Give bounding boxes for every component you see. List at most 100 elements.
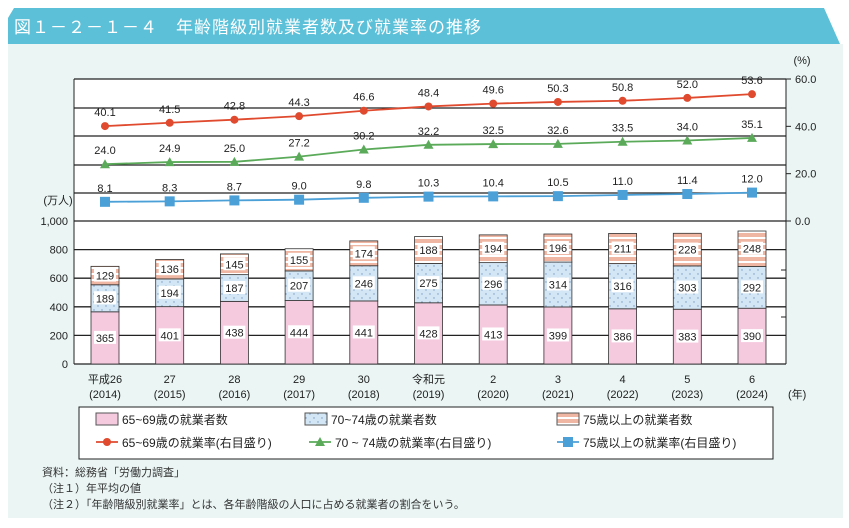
bar-label-bg (417, 326, 440, 340)
bar-label-bg (223, 257, 246, 271)
triangle-marker (100, 159, 110, 169)
x-tick-label: 27 (164, 374, 176, 386)
left-tick-label: 1,000 (40, 216, 68, 228)
right-axis-unit: (%) (793, 55, 810, 67)
rate-value-label: 24.9 (159, 143, 180, 155)
rate-value-label: 34.0 (677, 122, 698, 134)
x-tick-label: 28 (228, 374, 240, 386)
triangle-marker (682, 135, 693, 145)
bar-value-label: 275 (419, 278, 437, 290)
bar-value-label: 196 (549, 243, 567, 255)
legend-box (78, 406, 774, 460)
bar-label-bg (158, 328, 181, 342)
left-tick-label: 600 (50, 273, 68, 285)
bar-value-label: 228 (678, 245, 696, 257)
rate-value-label: 11.0 (612, 176, 633, 188)
bar-label-bg (676, 280, 699, 294)
rate-value-label: 53.6 (741, 75, 762, 87)
bar-label-bg (94, 268, 116, 282)
legend-swatch (95, 412, 119, 426)
rate-value-label: 49.6 (482, 85, 503, 97)
rate-value-label: 40.1 (94, 107, 115, 119)
rate-value-label: 33.5 (612, 123, 633, 135)
rate-value-label: 50.3 (547, 83, 568, 95)
rate-value-label: 8.7 (227, 181, 242, 193)
bar-value-label: 188 (419, 245, 437, 257)
rate-value-label: 44.3 (288, 97, 309, 109)
left-tick-label: 0 (62, 359, 68, 371)
triangle-marker (229, 156, 240, 166)
bar-value-label: 438 (225, 328, 243, 340)
x-tick-year: (2014) (89, 389, 121, 401)
bar-value-label: 428 (419, 328, 437, 340)
legend-label: 65~69歳の就業者数 (122, 412, 228, 427)
triangle-marker (552, 138, 563, 148)
right-tick-label: 20.0 (795, 169, 816, 181)
left-axis-unit: (万人) (43, 194, 72, 207)
rate-value-label: 24.0 (94, 145, 115, 157)
circle-marker (101, 122, 109, 131)
bar-label-bg (611, 329, 634, 343)
bar-label-bg (158, 285, 181, 299)
bar-value-label: 194 (484, 244, 502, 256)
circle-marker (103, 438, 111, 446)
bar-value-label: 316 (613, 281, 631, 293)
square-marker (229, 195, 240, 206)
legend-label: 70~74歳の就業者数 (331, 412, 437, 427)
x-tick-label: 29 (293, 374, 305, 386)
bar-label-bg (223, 280, 246, 294)
bar-label-bg (546, 241, 569, 255)
legend-label: 75歳以上の就業者数 (583, 412, 692, 427)
rate-value-label: 9.0 (291, 181, 306, 193)
square-marker (617, 189, 628, 200)
square-marker (552, 191, 563, 202)
source-note: 資料：総務省「労働力調査」 (42, 466, 185, 479)
triangle-marker (358, 144, 369, 154)
bar-label-bg (741, 329, 763, 343)
square-marker (563, 437, 573, 447)
rate-value-label: 41.5 (159, 104, 180, 116)
x-tick-label: 令和元 (412, 372, 445, 386)
circle-marker (489, 99, 498, 108)
note-1: （注１）年平均の値 (42, 482, 141, 495)
bar-label-bg (352, 276, 375, 290)
bar-value-label: 296 (484, 279, 502, 291)
rate-value-label: 46.6 (353, 92, 374, 104)
bar-label-bg (611, 241, 634, 255)
legend-swatch (556, 412, 580, 426)
bar-label-bg (223, 325, 246, 339)
x-tick-year: (2019) (413, 389, 445, 401)
bar-label-bg (94, 291, 116, 305)
right-tick-label: 0.0 (795, 216, 810, 228)
bar-label-bg (417, 276, 440, 290)
rate-value-label: 11.4 (677, 175, 698, 187)
legend-label: 65~69歳の就業率(右目盛り) (122, 435, 272, 450)
circle-marker (683, 93, 692, 102)
bar-label-bg (741, 280, 763, 294)
title-bar (8, 8, 840, 44)
bar-label-bg (611, 279, 634, 293)
rate-value-label: 10.4 (482, 177, 503, 189)
x-tick-year: (2017) (283, 389, 315, 401)
bar-label-bg (546, 277, 569, 291)
bar-value-label: 399 (549, 330, 567, 342)
right-tick-label: 60.0 (795, 74, 816, 86)
legend-label: 75歳以上の就業率(右目盛り) (583, 435, 736, 450)
bar-label-bg (546, 328, 569, 342)
square-marker (488, 191, 499, 202)
left-tick-label: 400 (50, 302, 68, 314)
x-axis-unit: (年) (788, 387, 806, 401)
x-tick-year: (2020) (477, 389, 509, 401)
bar-label-bg (288, 325, 311, 339)
x-tick-year: (2021) (542, 389, 574, 401)
bar-value-label: 292 (743, 282, 761, 294)
circle-marker (295, 112, 304, 121)
legend-swatch (304, 412, 328, 426)
x-tick-year: (2015) (154, 389, 186, 401)
bar-label-bg (482, 276, 505, 290)
bar-label-bg (676, 329, 699, 343)
rate-value-label: 8.1 (97, 183, 112, 195)
bar-label-bg (352, 246, 375, 260)
rate-value-label: 9.8 (356, 179, 371, 191)
